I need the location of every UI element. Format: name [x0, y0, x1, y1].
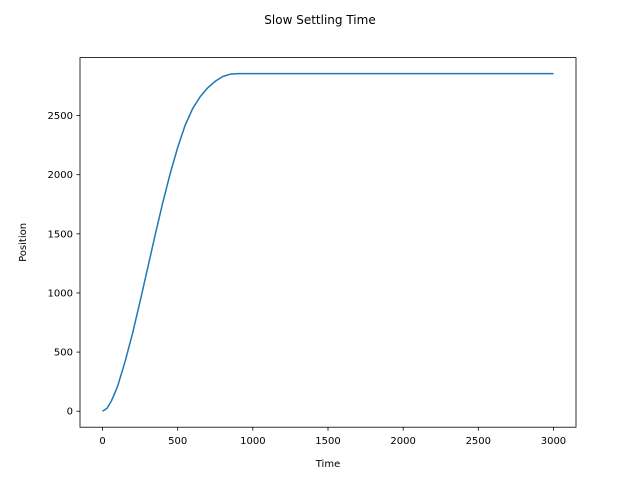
chart-title: Slow Settling Time — [264, 13, 375, 27]
x-axis-label: Time — [315, 459, 340, 470]
y-axis-ticks: 0 500 1000 1500 2000 2500 — [48, 111, 80, 418]
x-tick-label: 2500 — [466, 436, 491, 447]
plot-area — [80, 57, 576, 428]
series-line-0 — [102, 72, 554, 412]
x-axis-ticks: 0 500 1000 1500 2000 2500 3000 — [99, 427, 566, 447]
y-tick-label: 1000 — [48, 288, 73, 299]
x-tick-label: 1000 — [240, 436, 265, 447]
y-tick-label: 0 — [67, 407, 73, 418]
y-tick-label: 1500 — [48, 229, 73, 240]
plot-frame — [79, 57, 577, 428]
y-axis-label: Position — [18, 223, 29, 262]
x-tick-label: 3000 — [541, 436, 566, 447]
y-tick-label: 500 — [54, 348, 73, 359]
x-tick-label: 500 — [168, 436, 187, 447]
x-tick-label: 0 — [99, 436, 105, 447]
line-layer — [102, 72, 554, 412]
y-tick-label: 2000 — [48, 170, 73, 181]
x-tick-label: 1500 — [315, 436, 340, 447]
y-tick-label: 2500 — [48, 111, 73, 122]
x-tick-label: 2000 — [390, 436, 415, 447]
